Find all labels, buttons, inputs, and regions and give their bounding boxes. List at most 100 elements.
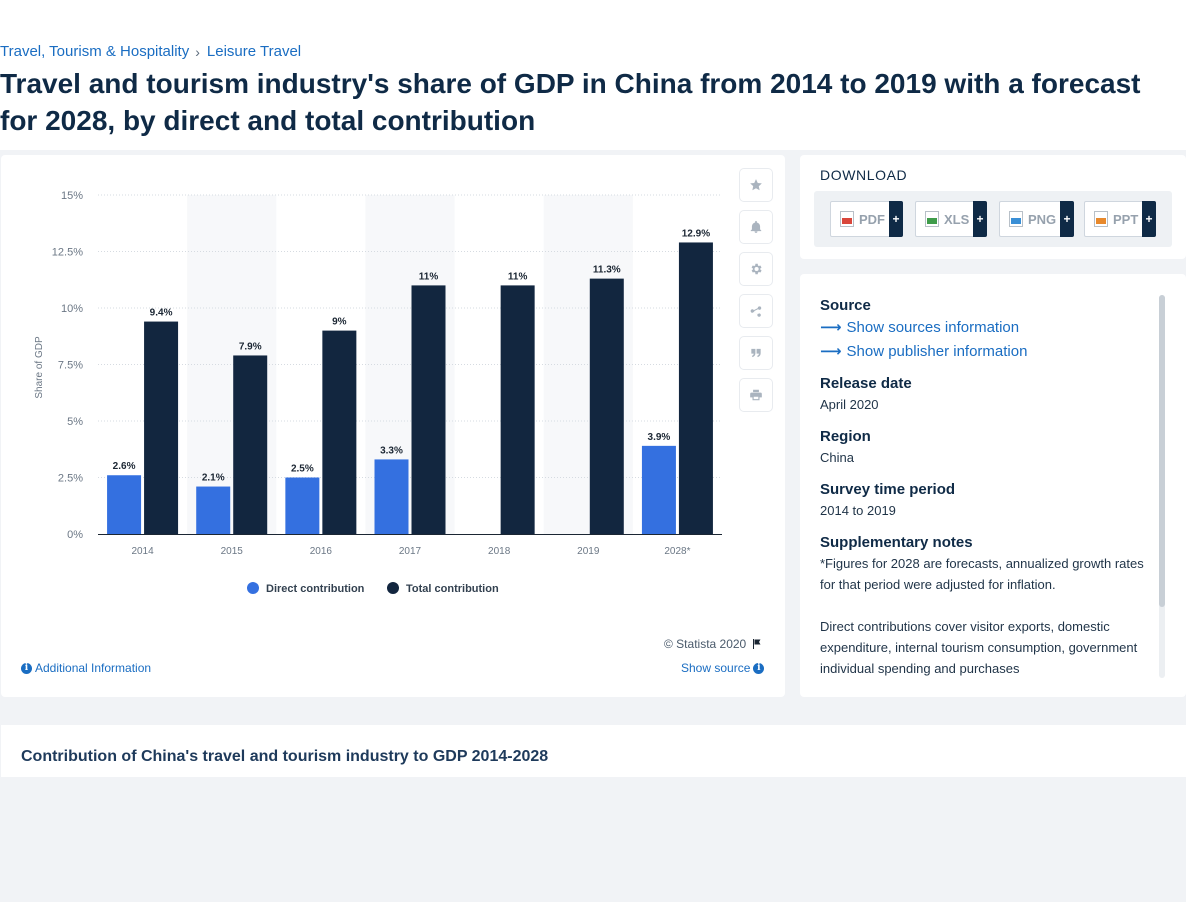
bar-total xyxy=(144,321,179,534)
download-card: DOWNLOAD PDF + XLS + PNG + PPT + xyxy=(800,155,1186,259)
y-axis-title: Share of GDP xyxy=(34,336,45,399)
survey-period-value: 2014 to 2019 xyxy=(820,503,896,518)
bar-total xyxy=(589,278,624,534)
related-statistic-title[interactable]: Contribution of China's travel and touri… xyxy=(21,748,549,765)
header: Travel, Tourism & Hospitality › Leisure … xyxy=(0,0,1186,150)
legend-marker xyxy=(247,582,259,594)
bar-direct xyxy=(641,445,676,534)
release-date-heading: Release date xyxy=(820,375,912,392)
details-scrollbar[interactable] xyxy=(1159,295,1165,678)
download-png-label: PNG xyxy=(1028,211,1057,227)
flag-icon[interactable] xyxy=(751,638,763,650)
notification-button[interactable] xyxy=(740,211,772,243)
print-button[interactable] xyxy=(740,379,772,411)
x-tick-label: 2016 xyxy=(310,546,333,557)
download-buttons: PDF + XLS + PNG + PPT + xyxy=(814,191,1172,247)
ppt-file-icon xyxy=(1094,211,1108,227)
breadcrumb-separator: › xyxy=(195,43,200,60)
survey-period-heading: Survey time period xyxy=(820,481,956,498)
quote-icon xyxy=(751,348,761,358)
y-tick-label: 7.5% xyxy=(58,360,83,372)
cite-button[interactable] xyxy=(740,337,772,369)
data-label: 3.3% xyxy=(380,445,403,456)
plus-icon: + xyxy=(973,201,987,237)
bar-direct xyxy=(196,486,231,534)
bell-icon xyxy=(750,220,762,233)
bar-total xyxy=(322,330,357,534)
data-label: 2.1% xyxy=(202,473,225,484)
legend-item: Direct contribution xyxy=(266,583,365,595)
png-file-icon xyxy=(1009,211,1023,227)
show-sources-label: Show sources information xyxy=(846,319,1020,336)
bar-total xyxy=(233,355,268,534)
plus-icon: + xyxy=(889,201,903,237)
region-heading: Region xyxy=(820,428,871,445)
data-label: 9% xyxy=(332,317,347,328)
data-label: 11% xyxy=(508,271,528,282)
data-label: 3.9% xyxy=(648,432,671,443)
source-heading: Source xyxy=(820,297,871,314)
chart-card: 0% 2.5% 5% 7.5% 10% 12.5% 15% Share of GDP 2.6% 9… xyxy=(1,155,785,697)
bar-direct xyxy=(285,477,320,534)
print-icon xyxy=(750,389,762,401)
related-statistic: Contribution of China's travel and touri… xyxy=(1,725,1186,777)
bar-total xyxy=(500,285,535,534)
data-label: 11.3% xyxy=(593,265,621,276)
data-label: 2.6% xyxy=(113,461,136,472)
additional-information-link[interactable]: i Additional Information xyxy=(21,661,151,675)
breadcrumb-item-travel[interactable]: Travel, Tourism & Hospitality xyxy=(0,43,190,60)
show-publisher-link[interactable]: ⟶ Show publisher information xyxy=(820,340,1146,364)
data-label: 7.9% xyxy=(239,341,262,352)
settings-button[interactable] xyxy=(740,253,772,285)
show-source-link[interactable]: Show source i xyxy=(681,661,765,675)
x-tick-label: 2028* xyxy=(664,546,690,557)
data-label: 9.4% xyxy=(150,308,173,319)
bar-chart: 0% 2.5% 5% 7.5% 10% 12.5% 15% Share of GDP 2.6% 9… xyxy=(34,190,722,595)
x-tick-label: 2019 xyxy=(577,546,600,557)
data-label: 2.5% xyxy=(291,464,314,475)
show-publisher-label: Show publisher information xyxy=(846,343,1028,360)
x-tick-label: 2014 xyxy=(131,546,154,557)
info-icon: i xyxy=(753,662,765,674)
legend-item: Total contribution xyxy=(406,583,499,595)
download-png-button[interactable]: PNG + xyxy=(999,201,1074,237)
statistic-details: Source ⟶ Show sources information ⟶ Show… xyxy=(800,274,1186,697)
share-icon xyxy=(750,306,762,317)
share-button[interactable] xyxy=(740,295,772,327)
download-title: DOWNLOAD xyxy=(820,167,908,183)
download-ppt-label: PPT xyxy=(1113,211,1139,227)
x-tick-label: 2018 xyxy=(488,546,511,557)
plus-icon: + xyxy=(1060,201,1074,237)
bar-total xyxy=(411,285,446,534)
y-tick-label: 0% xyxy=(67,529,83,541)
details-content: Source ⟶ Show sources information ⟶ Show… xyxy=(820,296,1146,679)
release-date-value: April 2020 xyxy=(820,397,879,412)
info-icon: i xyxy=(21,662,32,674)
chart-toolbar xyxy=(740,169,772,421)
download-xls-button[interactable]: XLS + xyxy=(915,201,987,237)
region-value: China xyxy=(820,450,854,465)
bar-direct xyxy=(107,475,142,534)
arrow-right-icon: ⟶ xyxy=(820,319,842,336)
bar-direct xyxy=(374,459,409,534)
x-tick-label: 2017 xyxy=(399,546,422,557)
download-xls-label: XLS xyxy=(944,211,970,227)
show-source-label: Show source xyxy=(681,661,751,675)
show-sources-link[interactable]: ⟶ Show sources information xyxy=(820,316,1146,340)
y-tick-label: 10% xyxy=(61,303,83,315)
y-tick-label: 5% xyxy=(67,416,83,428)
supplementary-note-direct: Direct contributions cover visitor expor… xyxy=(820,619,1138,676)
data-label: 12.9% xyxy=(682,228,710,239)
star-icon xyxy=(750,179,762,191)
download-pdf-button[interactable]: PDF + xyxy=(830,201,903,237)
gear-icon xyxy=(751,263,762,275)
breadcrumb: Travel, Tourism & Hospitality › Leisure … xyxy=(0,43,301,60)
favorite-button[interactable] xyxy=(740,169,772,201)
download-pdf-label: PDF xyxy=(859,211,885,227)
x-tick-label: 2015 xyxy=(221,546,244,557)
scrollbar-thumb[interactable] xyxy=(1159,295,1165,607)
breadcrumb-item-leisure[interactable]: Leisure Travel xyxy=(206,43,302,60)
y-tick-label: 2.5% xyxy=(58,473,83,485)
download-ppt-button[interactable]: PPT + xyxy=(1084,201,1156,237)
bar-total xyxy=(678,242,713,534)
